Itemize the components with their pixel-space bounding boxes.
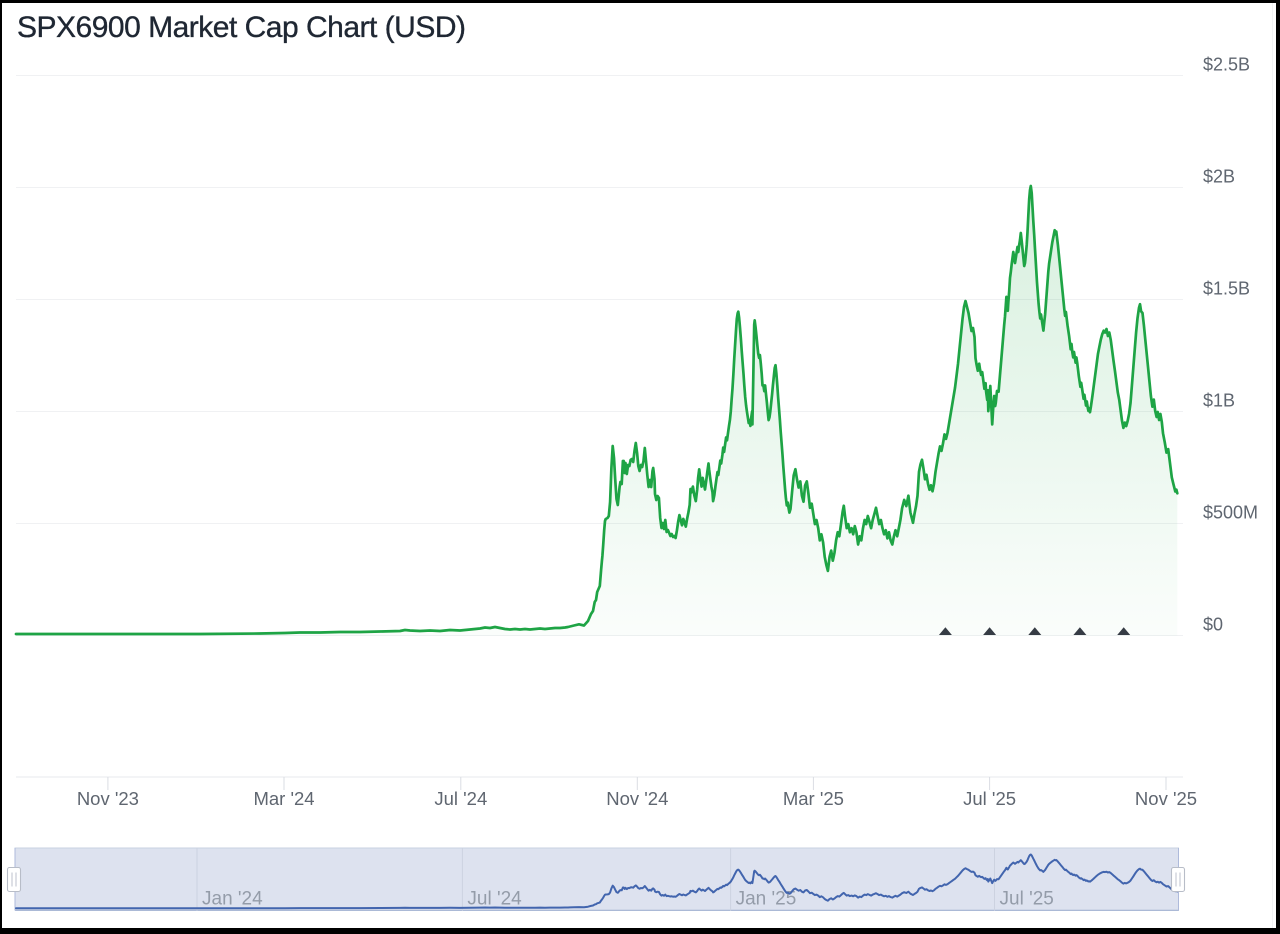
svg-text:Jan '25: Jan '25 <box>736 889 797 910</box>
svg-text:Jul '24: Jul '24 <box>467 889 522 910</box>
svg-text:$0: $0 <box>1203 615 1223 635</box>
svg-text:$2B: $2B <box>1203 167 1235 187</box>
svg-text:$500M: $500M <box>1203 503 1258 523</box>
svg-text:$1.5B: $1.5B <box>1203 279 1250 299</box>
svg-text:Nov '23: Nov '23 <box>77 788 139 809</box>
svg-text:Jul '25: Jul '25 <box>1000 889 1054 910</box>
svg-text:Mar '25: Mar '25 <box>783 788 844 809</box>
svg-text:$1B: $1B <box>1203 391 1235 411</box>
svg-text:$2.5B: $2.5B <box>1203 55 1250 75</box>
svg-text:Mar '24: Mar '24 <box>253 788 314 809</box>
svg-text:Jul '25: Jul '25 <box>963 788 1016 809</box>
svg-text:Nov '24: Nov '24 <box>606 788 668 809</box>
svg-text:Jan '24: Jan '24 <box>202 889 263 910</box>
svg-text:Jul '24: Jul '24 <box>434 788 487 809</box>
svg-text:Nov '25: Nov '25 <box>1135 788 1197 809</box>
